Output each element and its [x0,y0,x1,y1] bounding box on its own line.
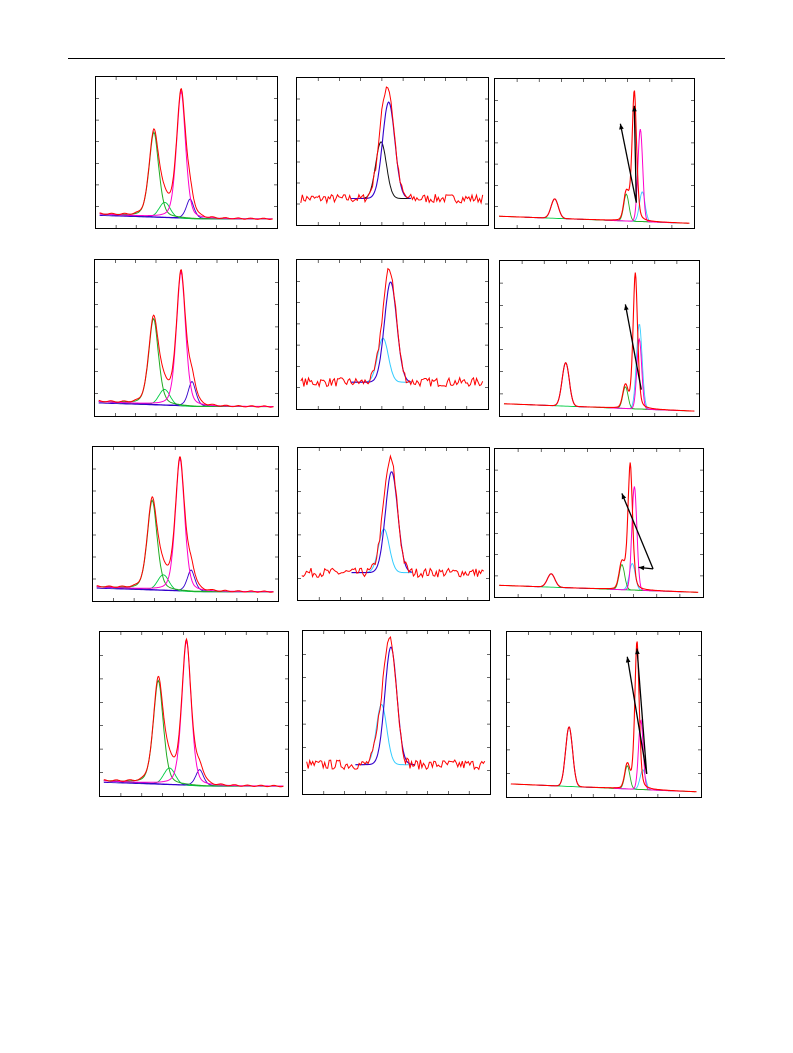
spectrum-plot [507,632,701,797]
xps-spectrum-c [494,448,704,598]
measured-curve [503,272,695,412]
axis-ticks [507,632,701,797]
spectrum-plot [95,260,278,416]
pointer-arrows [621,493,654,571]
axis-ticks [495,79,694,228]
measured-curve [510,641,697,793]
component-cyan [609,324,683,412]
spectrum-plot [297,78,488,225]
spectrum-plot [297,260,488,409]
xps-spectrum-a [99,631,289,797]
spectrum-plot [495,449,703,597]
xps-spectrum-b [296,259,489,410]
axis-ticks [93,447,278,601]
component-major [96,456,274,593]
measured-curve [103,637,284,788]
axis-ticks [303,631,490,794]
measured-curve [300,267,484,388]
measured-curve [96,456,274,593]
axis-ticks [95,260,278,416]
xps-spectrum-a [95,76,278,229]
spectrum-plot [500,261,699,416]
component-small [524,198,584,220]
pointer-arrows [619,105,637,203]
component-green [594,193,664,223]
xps-spectrum-a [92,446,279,602]
axis-ticks [96,77,277,228]
component-minor [96,569,274,593]
xps-spectrum-b [302,630,491,795]
component-green [603,765,672,792]
component-magenta [609,337,679,412]
component-magenta [609,486,682,593]
axis-ticks [297,78,488,225]
measured-curve [499,90,690,224]
spectrum-plot [495,79,694,228]
component-magenta [604,128,674,224]
measured-curve [300,86,484,205]
measured-curve [99,88,273,221]
header-rule [68,58,725,59]
xps-spectrum-c [494,78,695,229]
pointer-arrows [625,648,648,775]
component-major [99,89,273,220]
measured-curve [98,269,274,408]
xps-spectrum-b [297,447,490,601]
axis-ticks [298,448,489,600]
component-major [98,269,274,407]
spectrum-plot [298,448,489,600]
spectrum-plot [100,632,288,796]
component-major [103,639,284,787]
xps-spectrum-b [296,77,489,226]
spectrum-plot [96,77,277,228]
measured-curve [499,462,699,593]
component-cyan [604,191,678,224]
component-small [529,362,590,408]
xps-spectrum-c [506,631,702,798]
axis-ticks [495,449,703,597]
axis-ticks [100,632,288,796]
component-shoulder [355,703,415,766]
xps-spectrum-c [499,260,700,417]
axis-ticks [500,261,699,416]
axis-ticks [297,260,488,409]
spectrum-plot [93,447,278,601]
measured-curve [301,454,484,579]
measured-curve [306,636,486,771]
xps-spectrum-a [94,259,279,417]
pointer-arrows [624,304,642,390]
spectrum-plot [303,631,490,794]
